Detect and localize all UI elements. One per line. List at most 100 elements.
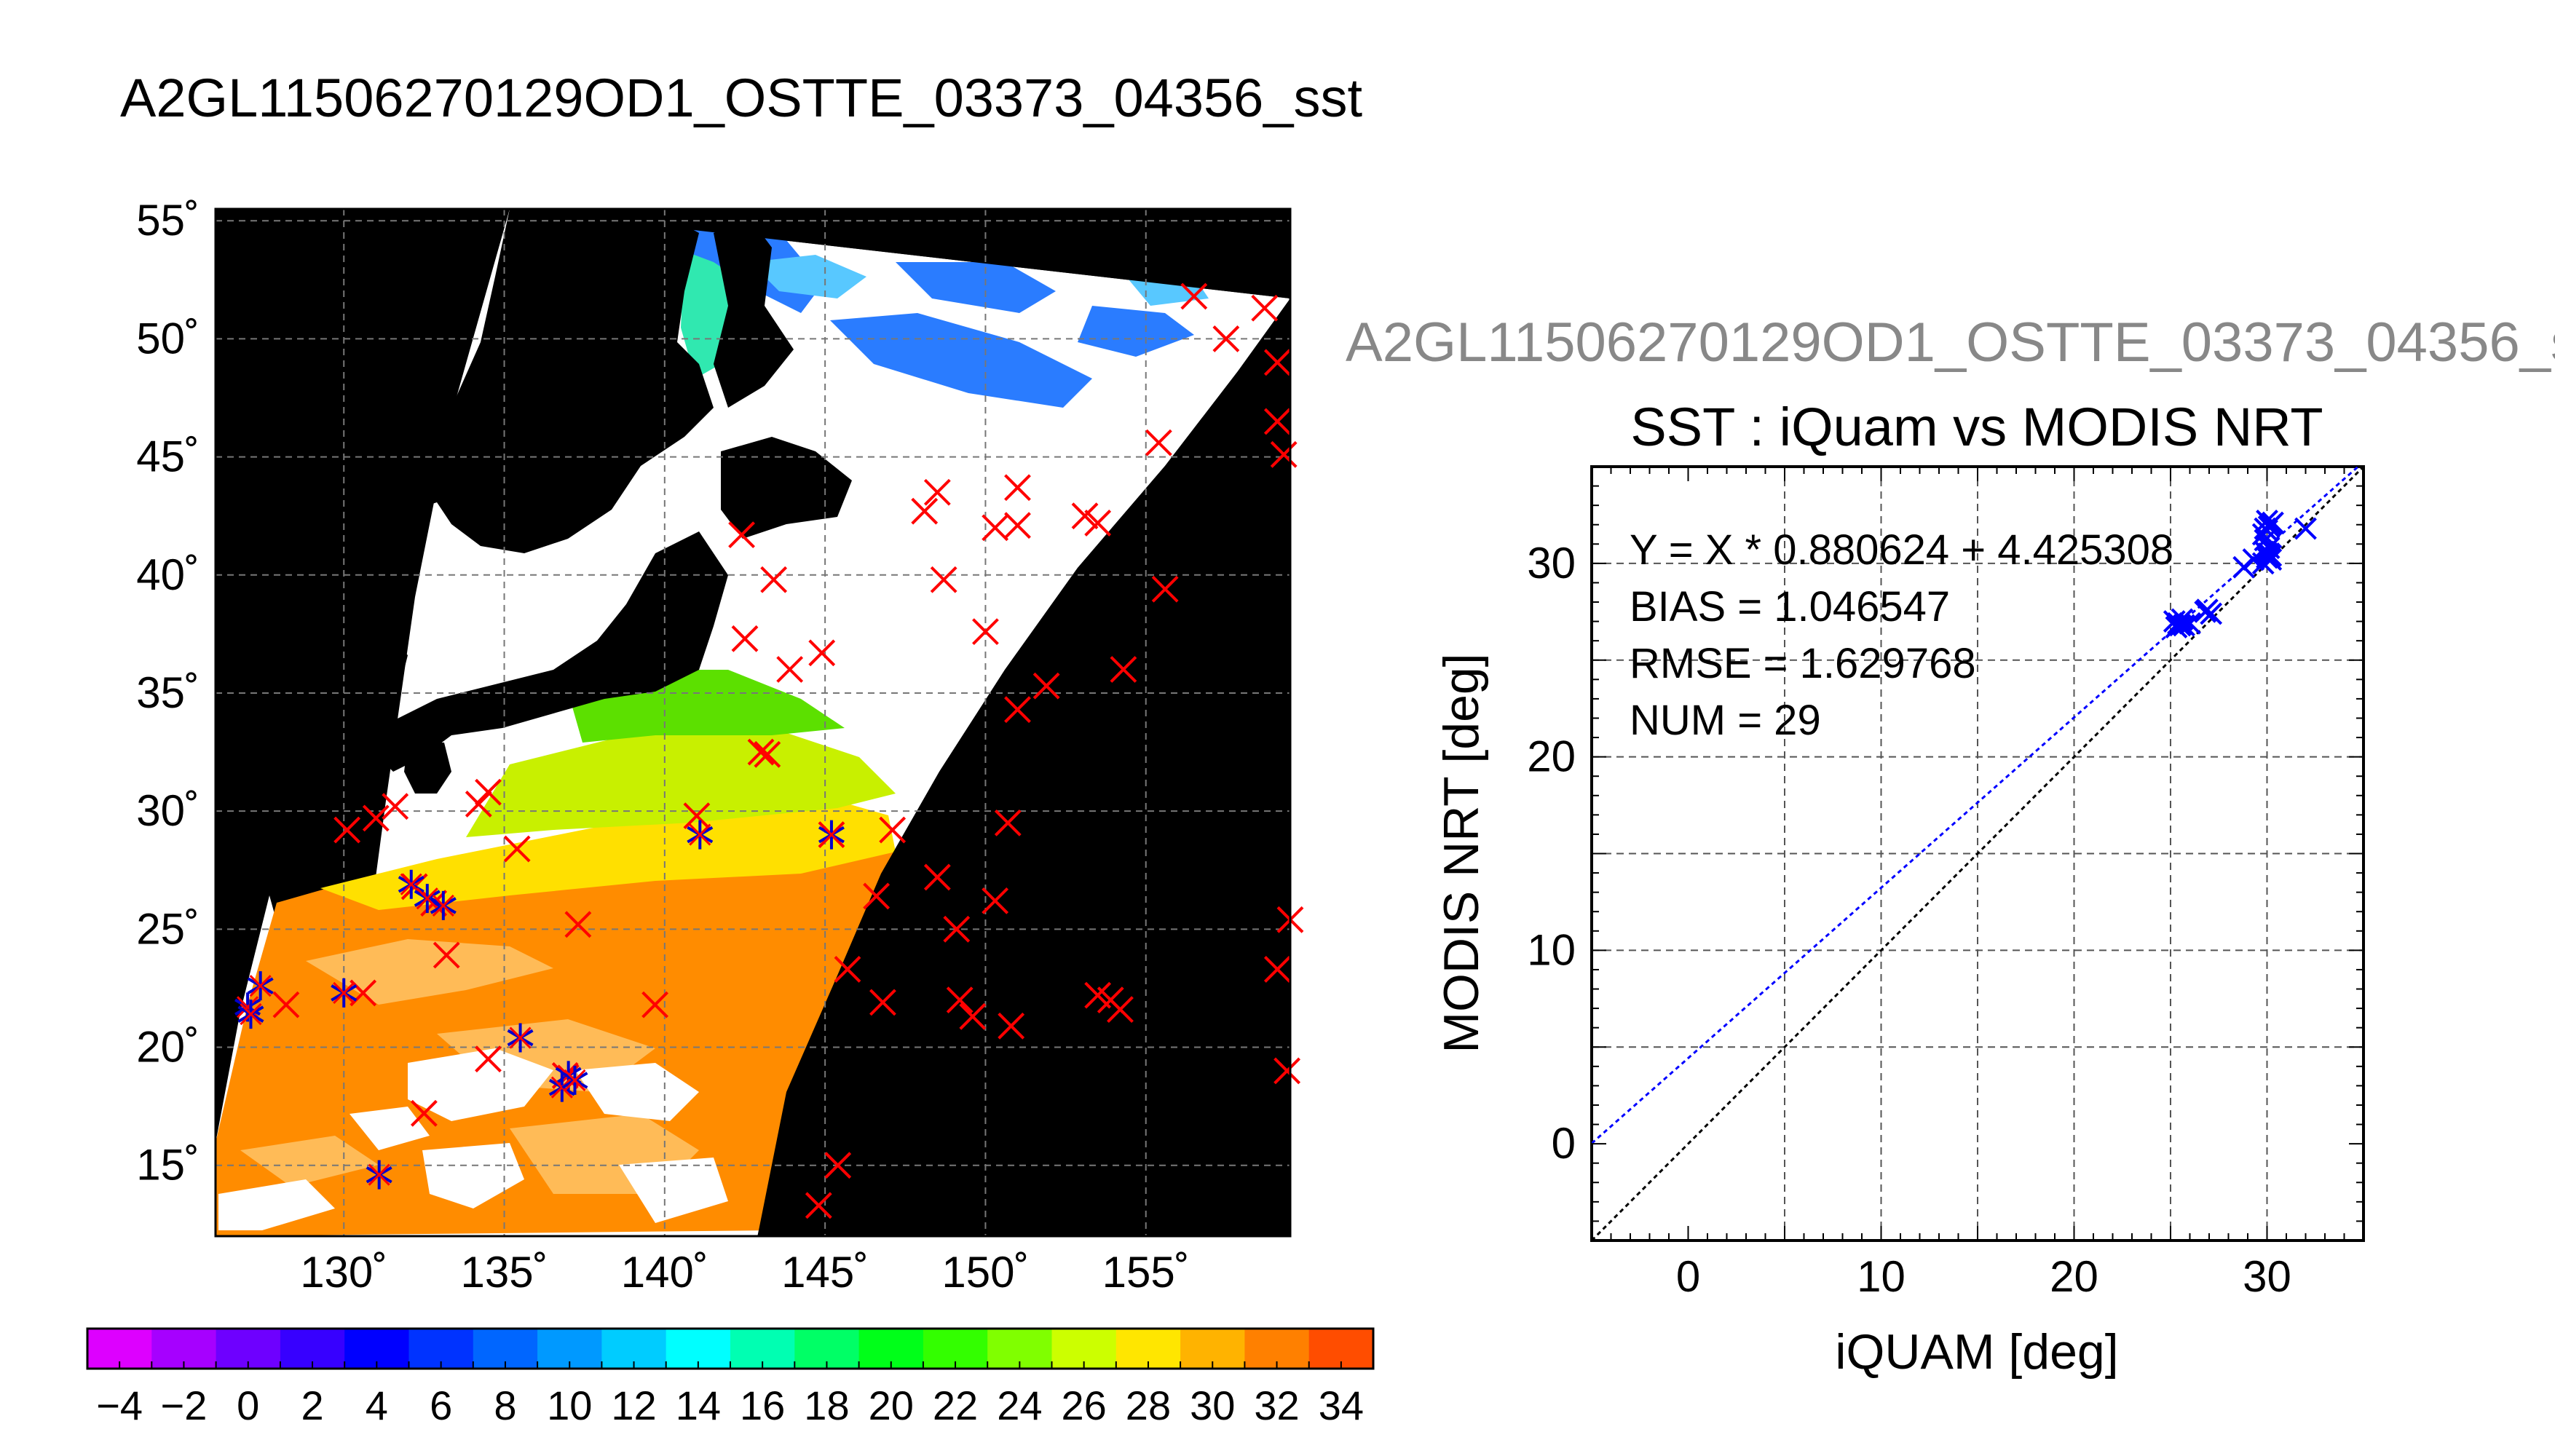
sst-yellow-green-band [466, 728, 896, 837]
colorbar-tick-label: 28 [1126, 1382, 1171, 1428]
map-marker-red-x [509, 1026, 532, 1049]
sst-light-orange-patches [240, 939, 699, 1194]
map-marker-red-x [368, 1163, 390, 1186]
swath-edge-right [757, 298, 1290, 1236]
map-marker-red-x [943, 915, 971, 943]
colorbar-tick-label: 20 [869, 1382, 914, 1428]
map-marker-red-x [683, 802, 711, 830]
map-marker-red-x [416, 887, 438, 910]
map-marker-red-x [972, 618, 999, 646]
colorbar-tick-label: 4 [366, 1382, 388, 1428]
scatter-y-tick-label: 10 [1527, 925, 1576, 974]
map-marker-red-x [240, 1003, 262, 1026]
map-marker-red-x [1110, 656, 1137, 683]
map-lat-tick-label: 55˚ [136, 196, 200, 245]
map-markers [234, 282, 1304, 1219]
map-marker-red-x [1145, 429, 1172, 456]
scatter-x-tick-label: 10 [1857, 1252, 1906, 1301]
map-marker-red-x [333, 981, 355, 1004]
map-lon-tick-label: 155˚ [1102, 1248, 1190, 1297]
map-lon-tick-label: 140˚ [621, 1248, 708, 1297]
colorbar-tick-label: 14 [676, 1382, 721, 1428]
map-marker-red-x [1004, 512, 1031, 539]
scatter-annotation: BIAS = 1.046547 [1630, 583, 1950, 630]
scatter-y-tick-label: 20 [1527, 732, 1576, 781]
map-marker-red-x [564, 911, 592, 938]
colorbar-tick-label: 24 [997, 1382, 1042, 1428]
map-marker-red-x [503, 835, 531, 863]
scatter-annotation: Y = X * 0.880624 + 4.425308 [1630, 526, 2173, 574]
scatter-ticks: 0 10 20 30 0 10 20 30 [1527, 467, 2364, 1301]
scatter-xlabel: iQUAM [deg] [1835, 1324, 2118, 1380]
map-marker-red-x [1107, 996, 1134, 1024]
colorbar-tick-label: 18 [804, 1382, 849, 1428]
map-marker-red-x [982, 514, 1009, 542]
map-marker-red-x [433, 941, 460, 969]
colorbar-tick-label: 30 [1190, 1382, 1235, 1428]
colorbar-tick-label: 22 [933, 1382, 978, 1428]
map-marker-red-x [731, 625, 759, 652]
map-marker-red-x [728, 521, 755, 549]
scatter-point [2173, 614, 2195, 637]
scatter-file-title: A2GL11506270129OD1_OSTTE_03373_04356_s [1346, 312, 2555, 373]
map-marker-red-x [754, 740, 781, 768]
map-marker-red-x [1071, 502, 1099, 530]
map-marker-red-x [1263, 349, 1291, 376]
map-marker-red-x [776, 656, 804, 683]
map-marker-red-x [1151, 575, 1179, 603]
map-marker-red-x [272, 991, 300, 1018]
scatter-points [2163, 509, 2317, 638]
map-marker-red-x [1180, 282, 1208, 310]
map-lat-tick-label: 20˚ [136, 1023, 200, 1072]
scatter-annotation: RMSE = 1.629768 [1630, 640, 1976, 687]
scatter-plot: SST : iQuam vs MODIS NRT 0 10 20 300102030 … [1434, 397, 2365, 1380]
scatter-point [2251, 523, 2275, 546]
map-marker-red-x [333, 816, 361, 844]
map-marker-red-x [930, 566, 957, 593]
colorbar-tick-label: 8 [494, 1382, 516, 1428]
map-marker-red-x [946, 986, 974, 1014]
map-marker-red-x [564, 1069, 586, 1091]
land-honshu [364, 531, 728, 772]
scatter-point [2259, 548, 2283, 571]
land-mainland-asia [379, 209, 714, 553]
map-marker-red-x [382, 793, 409, 820]
map-marker-red-x [820, 823, 843, 846]
map-lon-tick-label: 145˚ [781, 1248, 869, 1297]
colorbar-tick-label: 26 [1062, 1382, 1107, 1428]
scatter-annotation: NUM = 29 [1630, 697, 1821, 744]
map-marker-red-x [400, 873, 422, 895]
map-marker-red-x [824, 1152, 852, 1179]
map-frame [214, 207, 1292, 1238]
map-marker-red-x [834, 956, 861, 983]
map-marker-red-x [1263, 408, 1291, 435]
scatter-point [2194, 600, 2217, 623]
colorbar-tick-label: 6 [430, 1382, 452, 1428]
map-marker-red-x [863, 882, 891, 910]
map-lat-tick-label: 45˚ [136, 432, 200, 481]
colorbar-tick-label: −2 [161, 1382, 208, 1428]
sst-yellow-band [320, 801, 896, 910]
scatter-point [2256, 509, 2278, 532]
scatter-annotations: Y = X * 0.880624 + 4.425308 BIAS = 1.0465… [1630, 526, 2173, 744]
colorbar-tick-label: 10 [547, 1382, 592, 1428]
land-kyushu [404, 743, 451, 794]
colorbar-tick-label: 16 [740, 1382, 785, 1428]
scatter-point [2165, 616, 2188, 638]
map-marker-red-x [249, 975, 272, 997]
colorbar-tick-label: 12 [611, 1382, 656, 1428]
map-grid [216, 209, 1290, 1236]
map-marker-red-x [641, 991, 669, 1018]
scatter-ylabel: MODIS NRT [deg] [1434, 653, 1489, 1053]
map-ticks: 130˚ 135˚ 140˚ 145˚ 150˚ 155˚ 15˚ 20˚ 25˚ 30˚ 35˚ 4… [136, 196, 1189, 1297]
map-marker-red-x [1212, 325, 1240, 352]
scatter-point [2257, 542, 2280, 566]
scatter-point [2294, 517, 2317, 540]
map-lon-tick-label: 135˚ [460, 1248, 548, 1297]
colorbar-tick-label: 0 [237, 1382, 259, 1428]
map-marker-red-x [465, 790, 492, 818]
land-hokkaido [721, 437, 852, 539]
map-marker-red-x [410, 1099, 438, 1127]
colorbar-tick-label: −4 [96, 1382, 143, 1428]
scatter-y-tick-label: 0 [1552, 1119, 1576, 1168]
